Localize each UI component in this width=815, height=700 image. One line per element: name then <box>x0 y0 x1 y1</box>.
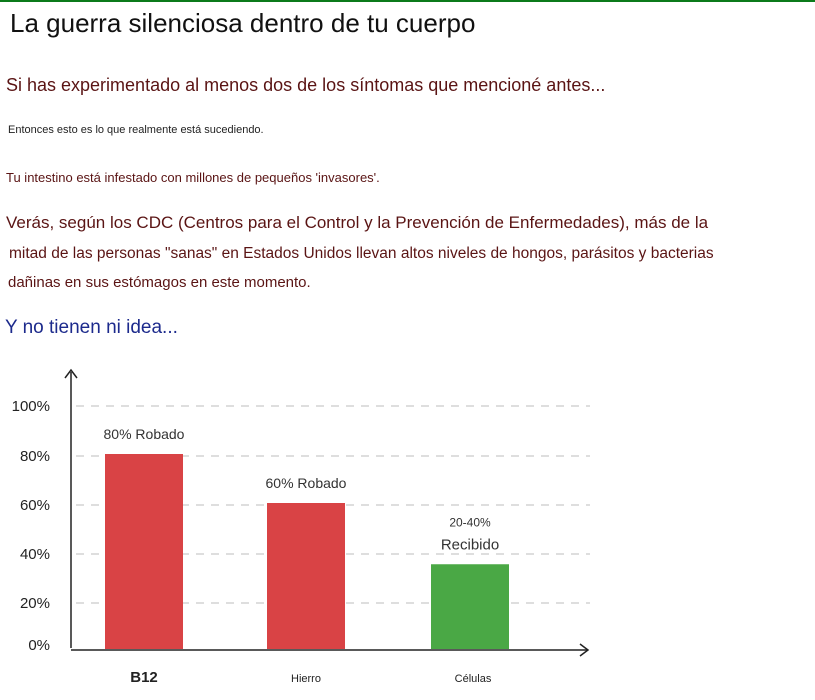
cdc-paragraph-line-1: Verás, según los CDC (Centros para el Co… <box>6 213 709 232</box>
invaders-paragraph: Tu intestino está infestado con millones… <box>6 170 380 185</box>
y-tick-label: 40% <box>20 546 50 563</box>
y-tick-label: 100% <box>12 398 50 415</box>
chart-axes <box>64 368 590 657</box>
chart-bars <box>105 454 509 649</box>
y-tick-label: 0% <box>28 637 50 654</box>
bar-label: 20-40% <box>449 515 491 529</box>
x-axis-arrow <box>579 643 590 657</box>
top-accent-line <box>0 0 815 2</box>
x-category-labels: B12 Hierro Células <box>130 669 492 686</box>
y-tick-label: 60% <box>20 497 50 514</box>
bar-1 <box>267 503 345 649</box>
cdc-paragraph-line-3: dañinas en sus estómagos en este momento… <box>8 274 311 291</box>
page-title: La guerra silenciosa dentro de tu cuerpo <box>10 8 476 38</box>
bar-label: 60% Robado <box>266 475 347 491</box>
intro-paragraph: Entonces esto es lo que realmente está s… <box>8 124 264 136</box>
bar-0 <box>105 454 183 649</box>
bar-label: 80% Robado <box>104 426 185 442</box>
x-category-label: B12 <box>130 669 158 686</box>
y-axis-arrow <box>64 368 78 379</box>
x-category-label: Células <box>455 673 492 685</box>
cdc-paragraph-line-2: mitad de las personas "sanas" en Estados… <box>9 245 714 262</box>
subtitle: Si has experimentado al menos dos de los… <box>6 75 606 95</box>
bar-value-labels: 80% Robado 60% Robado 20-40% Recibido <box>104 426 500 553</box>
x-category-label: Hierro <box>291 673 321 685</box>
y-tick-label: 20% <box>20 595 50 612</box>
y-tick-label: 80% <box>20 448 50 465</box>
y-tick-labels: 0% 20% 40% 60% 80% 100% <box>12 398 50 654</box>
hook-text: Y no tienen ni idea... <box>5 317 178 338</box>
bar-label: Recibido <box>441 536 499 553</box>
bar-2 <box>431 564 509 649</box>
